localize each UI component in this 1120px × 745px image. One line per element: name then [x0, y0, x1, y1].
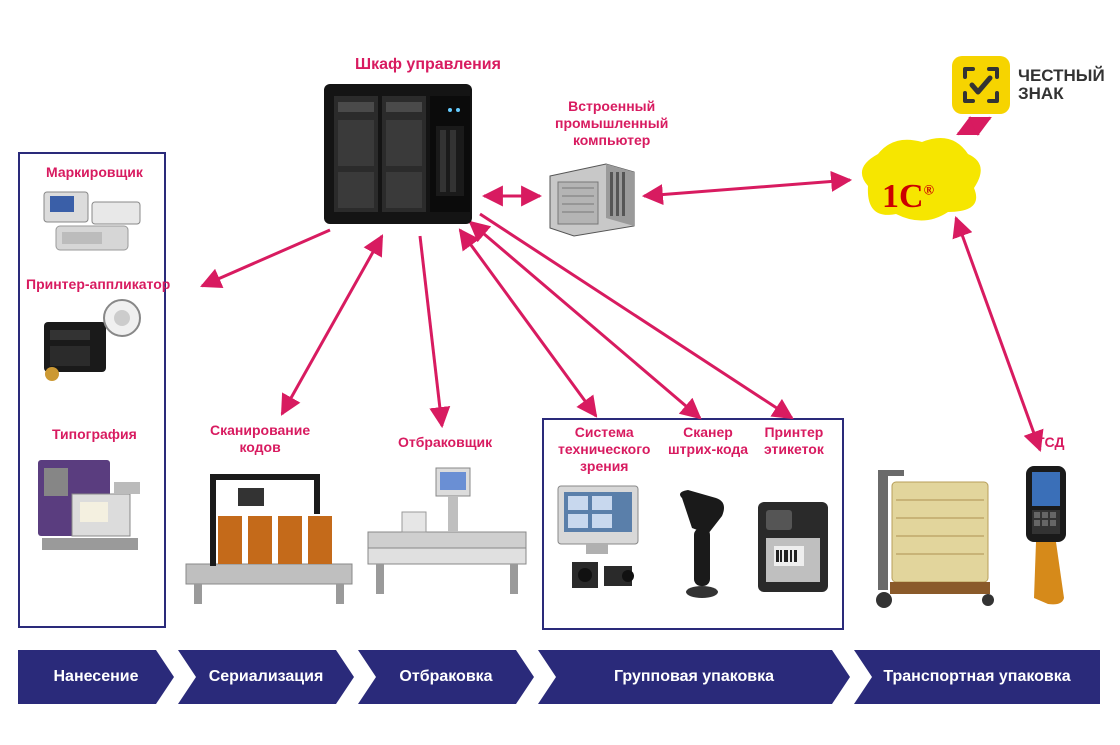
label-printer-label: Принтерэтикеток [764, 424, 824, 458]
diagram-stage: Шкаф управления Встроенныйпромышленныйко… [0, 0, 1120, 745]
onec-logo-text: 1С® [882, 178, 934, 216]
honest-line1: ЧЕСТНЫЙ [1018, 67, 1105, 85]
tsd-label: ТСД [1036, 434, 1064, 451]
code-scanning-device [182, 468, 356, 608]
belt-step-0: Нанесение [18, 650, 174, 704]
honest-sign-text: ЧЕСТНЫЙ ЗНАК [1018, 67, 1105, 103]
typography-label: Типография [52, 426, 137, 443]
tsd-device [1012, 458, 1084, 606]
honest-line2: ЗНАК [1018, 85, 1105, 103]
marking-label: Маркировщик [46, 164, 143, 181]
belt-step-3: Групповая упаковка [538, 650, 850, 704]
rejector-label: Отбраковщик [398, 434, 492, 451]
industrial-pc-label: Встроенныйпромышленныйкомпьютер [555, 98, 668, 148]
control-cabinet-device [320, 80, 480, 230]
honest-sign-icon [952, 56, 1010, 114]
control-cabinet-label: Шкаф управления [355, 55, 501, 74]
belt-step-4: Транспортная упаковка [854, 650, 1100, 704]
vision-system-label: Систематехническогозрения [558, 424, 650, 474]
belt-step-1: Сериализация [178, 650, 354, 704]
marking-device [38, 182, 146, 258]
rejector-device [362, 458, 532, 598]
vision-system-device [552, 482, 646, 602]
barcode-scanner-label: Сканерштрих-кода [668, 424, 748, 458]
printer-applicator-device [38, 296, 146, 386]
printer-applicator-label: Принтер-аппликатор [26, 276, 170, 293]
pallet-device [876, 460, 1004, 610]
industrial-pc-device [546, 162, 638, 238]
belt-step-2: Отбраковка [358, 650, 534, 704]
barcode-scanner-device [672, 488, 732, 600]
honest-sign-logo: ЧЕСТНЫЙ ЗНАК [952, 56, 1105, 114]
label-printer-device [752, 488, 836, 600]
code-scanning-label: Сканированиекодов [210, 422, 310, 456]
typography-device [32, 446, 150, 556]
onec-text-value: 1С [882, 178, 924, 215]
